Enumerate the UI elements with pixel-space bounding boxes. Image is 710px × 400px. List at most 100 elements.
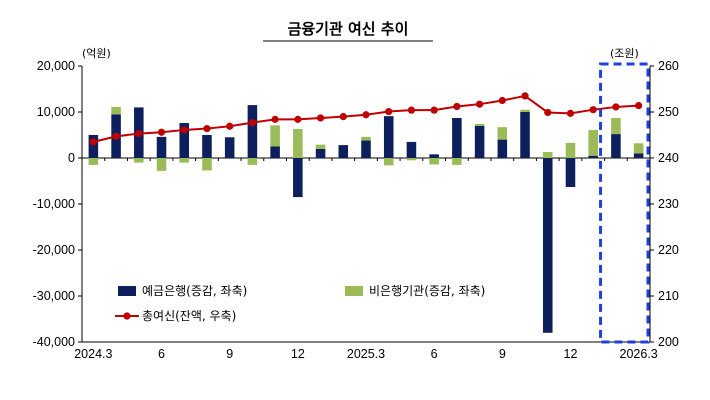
line-point: [157, 128, 166, 136]
legend-label: 예금은행(증감, 좌축): [142, 283, 247, 298]
bar-deposit-bank: [452, 117, 462, 158]
chart-title: 금융기관 여신 추이: [288, 20, 409, 38]
bar-non-bank: [383, 158, 394, 166]
right-tick-label: 250: [658, 105, 679, 119]
bar-deposit-bank: [361, 140, 371, 158]
bar-deposit-bank: [247, 105, 258, 158]
line-point: [112, 132, 120, 140]
line-point: [430, 106, 438, 114]
line-point: [135, 130, 143, 138]
line-series: [89, 92, 643, 146]
legend-swatch: [345, 286, 363, 296]
bar-non-bank: [497, 127, 508, 140]
bar-non-bank: [361, 136, 371, 141]
bar-deposit-bank: [611, 134, 621, 158]
x-tick-label: 6: [431, 347, 438, 361]
bar-deposit-bank: [429, 154, 439, 158]
right-axis: 260 250 240 230 220 210 200: [649, 59, 679, 349]
bar-non-bank: [542, 152, 553, 158]
line-point: [203, 124, 211, 133]
line-point: [294, 115, 302, 123]
line-point: [362, 111, 370, 119]
x-tick-label: 2024.3: [74, 347, 112, 361]
right-tick-label: 200: [658, 335, 679, 349]
right-tick-label: 210: [658, 289, 679, 303]
bar-non-bank: [633, 143, 644, 154]
line-point: [566, 109, 575, 117]
line-point: [385, 107, 393, 116]
line-point: [612, 103, 620, 111]
bar-non-bank: [520, 109, 530, 112]
bar-non-bank: [247, 158, 258, 165]
x-tick-label: 12: [291, 347, 305, 361]
bar-non-bank: [452, 158, 462, 165]
left-tick-label: -10,000: [33, 197, 75, 211]
legend-swatch: [118, 286, 136, 296]
bar-deposit-bank: [383, 116, 394, 158]
bar-deposit-bank: [542, 158, 553, 333]
legend-label: 비은행기관(증감, 좌축): [369, 283, 485, 298]
left-tick-label: -30,000: [33, 289, 75, 303]
line-point: [407, 106, 416, 114]
left-axis: 20,000 10,000 0 -10,000 -20,000 -30,000 -40,00…: [33, 59, 83, 349]
bar-non-bank: [270, 125, 280, 147]
x-tick-label: 9: [226, 347, 233, 361]
bar-series: [88, 105, 644, 333]
bar-deposit-bank: [406, 141, 417, 158]
bar-non-bank: [474, 123, 485, 126]
line-total-credit: [93, 94, 639, 143]
bar-non-bank: [406, 158, 417, 161]
line-point: [180, 126, 188, 134]
right-tick-label: 220: [658, 243, 679, 257]
bar-non-bank: [429, 158, 439, 165]
bar-deposit-bank: [520, 112, 530, 158]
highlight-box: [599, 62, 650, 344]
line-point: [589, 106, 597, 114]
bar-deposit-bank: [88, 135, 99, 158]
bar-deposit-bank: [474, 125, 485, 158]
line-point: [226, 122, 234, 130]
line-point: [271, 115, 279, 123]
bar-deposit-bank: [315, 148, 326, 158]
bar-deposit-bank: [202, 135, 212, 158]
left-axis-unit: (억원): [82, 47, 111, 60]
bar-non-bank: [202, 158, 212, 171]
bar-non-bank: [111, 106, 121, 115]
line-point: [544, 108, 552, 117]
bar-non-bank: [88, 158, 99, 165]
bar-non-bank: [134, 158, 144, 163]
left-tick-label: -40,000: [33, 335, 75, 349]
bar-deposit-bank: [497, 139, 508, 158]
line-point: [316, 114, 325, 122]
bar-non-bank: [293, 129, 303, 158]
x-tick-label: 12: [564, 347, 578, 361]
x-tick-label: 6: [158, 347, 165, 361]
bar-deposit-bank: [293, 158, 303, 198]
right-tick-label: 260: [658, 59, 679, 73]
left-tick-label: 20,000: [37, 59, 75, 73]
line-point: [498, 96, 506, 105]
line-point: [476, 100, 484, 108]
line-point: [248, 118, 256, 127]
left-tick-label: 0: [68, 151, 75, 165]
bar-deposit-bank: [156, 136, 167, 158]
bar-non-bank: [315, 144, 326, 149]
bar-non-bank: [565, 142, 576, 158]
line-point: [635, 101, 643, 110]
bar-deposit-bank: [565, 158, 576, 187]
x-tick-label: 9: [499, 347, 506, 361]
bar-non-bank: [156, 158, 167, 171]
line-point: [453, 102, 461, 111]
right-tick-label: 240: [658, 151, 679, 165]
bar-deposit-bank: [338, 145, 349, 158]
bar-deposit-bank: [633, 153, 644, 158]
bar-non-bank: [611, 117, 621, 135]
x-axis: 2024.3 6 9 12 2025.3 6 9 12 2026.3: [74, 157, 658, 361]
line-point: [89, 138, 97, 146]
x-tick-label: 2025.3: [347, 347, 385, 361]
highlight-rect: [599, 62, 650, 344]
x-tick-label: 2026.3: [620, 347, 658, 361]
legend-label: 총여신(잔액, 우축): [142, 309, 236, 323]
legend: 예금은행(증감, 좌축) 비은행기관(증감, 좌축) 총여신(잔액, 우축): [115, 283, 485, 323]
left-tick-label: -20,000: [33, 243, 75, 257]
